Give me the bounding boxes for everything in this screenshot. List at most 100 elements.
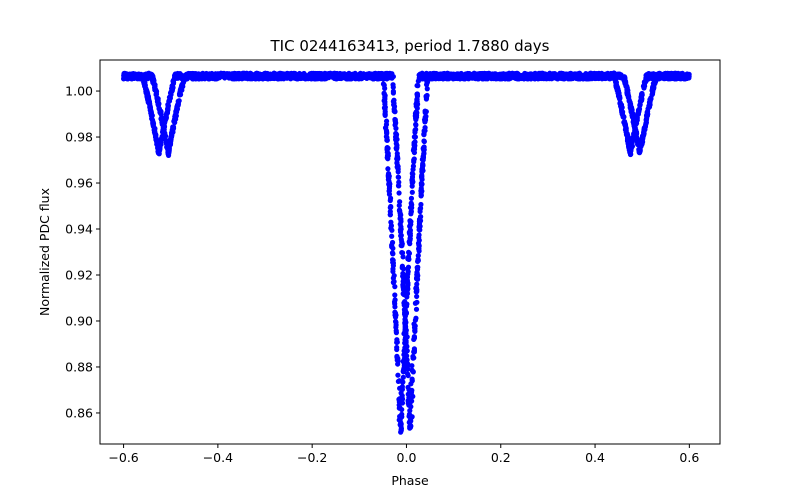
data-point: [171, 116, 178, 123]
data-point: [637, 102, 643, 108]
data-point: [643, 112, 650, 118]
data-point: [409, 376, 415, 382]
data-point: [393, 130, 399, 137]
data-point: [136, 71, 142, 77]
data-point: [181, 78, 187, 84]
data-point: [679, 70, 686, 77]
data-point: [581, 75, 587, 81]
data-point: [405, 269, 411, 275]
data-point: [527, 71, 533, 77]
data-point: [412, 139, 418, 145]
data-point: [396, 405, 402, 411]
data-point: [399, 265, 405, 271]
data-point: [393, 146, 400, 152]
data-point: [402, 325, 408, 332]
data-point: [555, 74, 561, 80]
data-point: [395, 174, 402, 180]
data-point: [626, 97, 632, 103]
data-point: [397, 229, 404, 235]
data-point: [390, 257, 396, 263]
data-point: [390, 251, 396, 257]
data-point: [454, 75, 460, 81]
data-point: [625, 140, 631, 146]
data-point: [388, 203, 394, 210]
data-point: [392, 310, 399, 316]
data-point: [619, 110, 626, 116]
x-tick-label: 0.6: [679, 450, 699, 465]
data-point: [401, 276, 407, 282]
data-point: [643, 76, 649, 83]
data-point: [154, 99, 161, 105]
data-point: [685, 72, 691, 78]
data-point: [398, 224, 404, 230]
data-point: [449, 75, 456, 81]
data-point: [400, 379, 406, 385]
data-point: [274, 75, 280, 82]
data-point: [394, 150, 400, 157]
data-point: [170, 124, 176, 130]
data-point: [424, 71, 430, 78]
data-point: [622, 75, 628, 81]
data-point: [392, 284, 398, 290]
data-point: [411, 346, 417, 352]
data-point: [401, 288, 407, 294]
data-point: [395, 154, 401, 160]
data-point: [383, 134, 390, 140]
data-point: [395, 372, 401, 378]
data-point: [642, 124, 648, 130]
data-point: [400, 254, 406, 260]
y-tick-label: 0.96: [65, 176, 93, 191]
data-point: [398, 216, 404, 222]
data-point: [390, 245, 396, 251]
data-point: [420, 162, 426, 168]
data-point: [387, 212, 393, 218]
data-point: [415, 264, 421, 270]
data-point: [621, 119, 627, 125]
x-tick-label: −0.4: [203, 450, 233, 465]
data-point: [390, 88, 396, 94]
data-point: [214, 76, 220, 82]
data-point: [370, 71, 376, 78]
data-point: [346, 72, 352, 78]
data-point: [393, 125, 399, 131]
y-tick-label: 0.94: [65, 222, 93, 237]
data-point: [411, 134, 417, 140]
data-point: [396, 190, 402, 196]
data-point: [271, 70, 277, 76]
data-point: [176, 92, 183, 98]
data-point: [391, 272, 397, 279]
data-point: [421, 128, 427, 134]
data-point: [387, 197, 393, 204]
data-point: [675, 72, 681, 78]
data-point: [389, 239, 396, 246]
data-point: [414, 98, 420, 105]
data-point: [200, 73, 206, 80]
data-point: [235, 74, 241, 81]
data-point: [394, 339, 400, 345]
data-point: [163, 114, 169, 120]
data-point: [265, 76, 271, 82]
chart-title: TIC 0244163413, period 1.7880 days: [269, 37, 549, 55]
data-point: [412, 326, 418, 332]
data-point: [391, 102, 397, 108]
data-point: [398, 233, 404, 239]
data-point: [151, 124, 157, 130]
data-point: [153, 92, 159, 98]
data-point: [634, 114, 640, 120]
data-point: [413, 306, 420, 312]
y-tick-label: 0.92: [65, 267, 93, 282]
x-axis: −0.6 −0.4 −0.2 0.0 0.2 0.4 0.6: [108, 444, 699, 465]
data-point: [416, 246, 422, 252]
data-point: [387, 180, 393, 187]
data-point: [403, 320, 409, 326]
data-point: [399, 393, 405, 399]
data-point: [398, 421, 404, 427]
data-point: [209, 70, 215, 77]
data-point: [589, 76, 595, 82]
data-point: [647, 100, 653, 106]
data-point: [399, 243, 405, 249]
data-point: [392, 117, 398, 123]
data-point: [627, 151, 634, 158]
